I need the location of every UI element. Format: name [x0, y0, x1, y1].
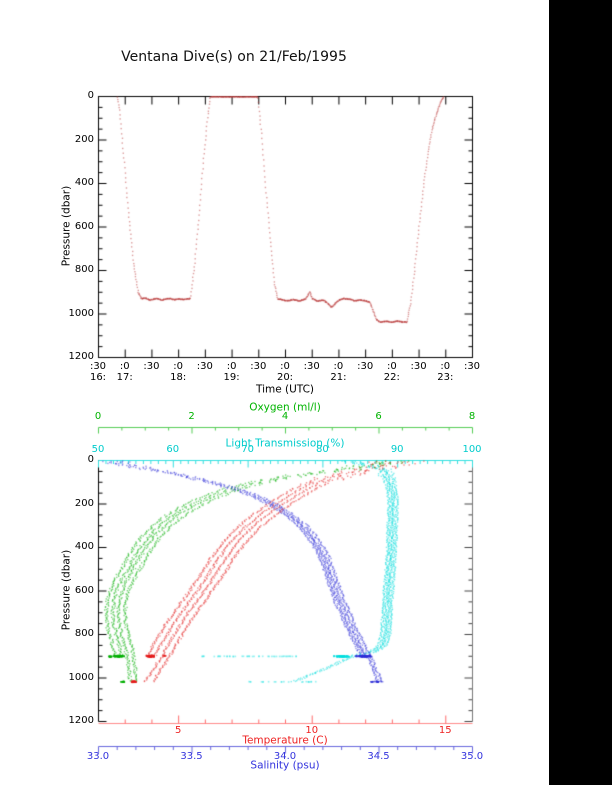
- bottom-pressure-axis-title: Pressure (dbar): [60, 549, 73, 631]
- time-axis-title: Time (UTC): [255, 383, 315, 396]
- light-transmission-axis-title: Light Transmission (%): [225, 437, 345, 450]
- top-pressure-axis-title: Pressure (dbar): [60, 185, 73, 267]
- temperature-axis-title: Temperature (C): [242, 734, 328, 747]
- oxygen-axis-title: Oxygen (ml/l): [249, 401, 321, 414]
- salinity-axis-title: Salinity (psu): [250, 759, 320, 772]
- page-title: Ventana Dive(s) on 21/Feb/1995: [121, 49, 347, 65]
